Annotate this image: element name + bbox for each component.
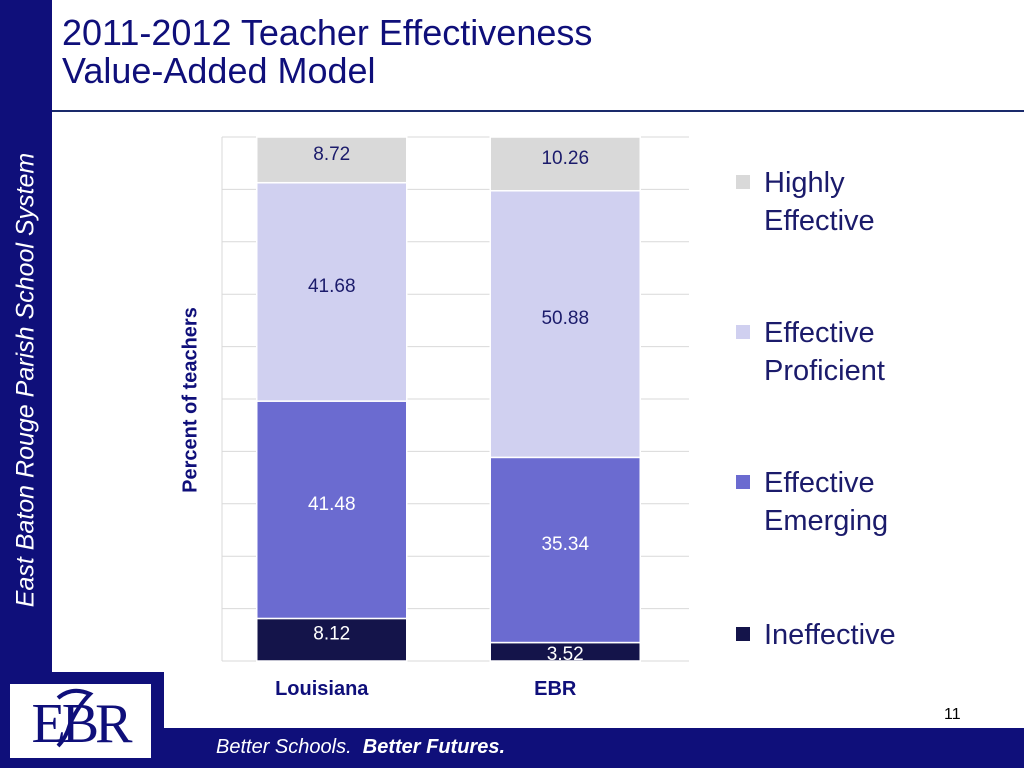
- y-axis-label: Percent of teachers: [179, 307, 202, 493]
- page-number: 11: [944, 706, 961, 723]
- legend-swatch: [736, 627, 750, 641]
- tagline-regular: Better Schools.: [216, 736, 352, 758]
- data-label: 8.12: [313, 624, 350, 645]
- bar-effective-proficient-louisiana: [256, 181, 408, 402]
- bar-ineffective-louisiana: [256, 617, 408, 662]
- footer-tagline: Better Schools. Better Futures.: [216, 736, 505, 759]
- data-label: 50.88: [541, 308, 589, 329]
- legend-item: Effective Proficient: [736, 314, 944, 390]
- legend-swatch: [736, 175, 750, 189]
- legend-item: Ineffective: [736, 616, 944, 654]
- ebr-logo-icon: EBR: [32, 688, 137, 755]
- legend-swatch: [736, 475, 750, 489]
- stacked-bar-chart: 8.12 41.48 41.68 8.72 Louisiana 3.52 35.34 50.8…: [221, 136, 689, 700]
- tagline-bold: Better Futures.: [362, 736, 505, 758]
- x-tick-label: Louisiana: [275, 678, 369, 700]
- legend-label: Effective Proficient: [764, 317, 885, 387]
- bar-highly-effective-ebr: [489, 136, 641, 192]
- legend-label: Ineffective: [764, 619, 896, 651]
- data-label: 8.72: [313, 144, 350, 165]
- bar-effective-proficient-ebr: [489, 190, 641, 459]
- x-tick-label: EBR: [534, 678, 577, 700]
- bar-effective-emerging-ebr: [489, 456, 641, 644]
- bar-highly-effective-louisiana: [256, 136, 408, 184]
- legend-label: Effective Emerging: [764, 467, 889, 537]
- page-title: 2011-2012 Teacher Effectiveness Value-Ad…: [62, 14, 592, 90]
- footer-band: [0, 728, 1024, 768]
- data-label: 10.26: [541, 148, 589, 169]
- legend-swatch: [736, 325, 750, 339]
- data-label: 41.48: [308, 494, 356, 515]
- data-label: 3.52: [547, 644, 584, 665]
- logo: EBR: [10, 684, 151, 758]
- title-line-1: 2011-2012 Teacher Effectiveness: [62, 12, 593, 53]
- legend-item: Highly Effective: [736, 164, 944, 240]
- legend-item: Effective Emerging: [736, 464, 944, 540]
- data-label: 41.68: [308, 276, 356, 297]
- sidebar-band: East Baton Rouge Parish School System: [0, 0, 52, 672]
- bar-effective-emerging-louisiana: [256, 400, 408, 620]
- title-line-2: Value-Added Model: [62, 50, 376, 91]
- data-label: 35.34: [541, 534, 589, 555]
- legend-label: Highly Effective: [764, 167, 875, 237]
- title-divider: [52, 110, 1024, 112]
